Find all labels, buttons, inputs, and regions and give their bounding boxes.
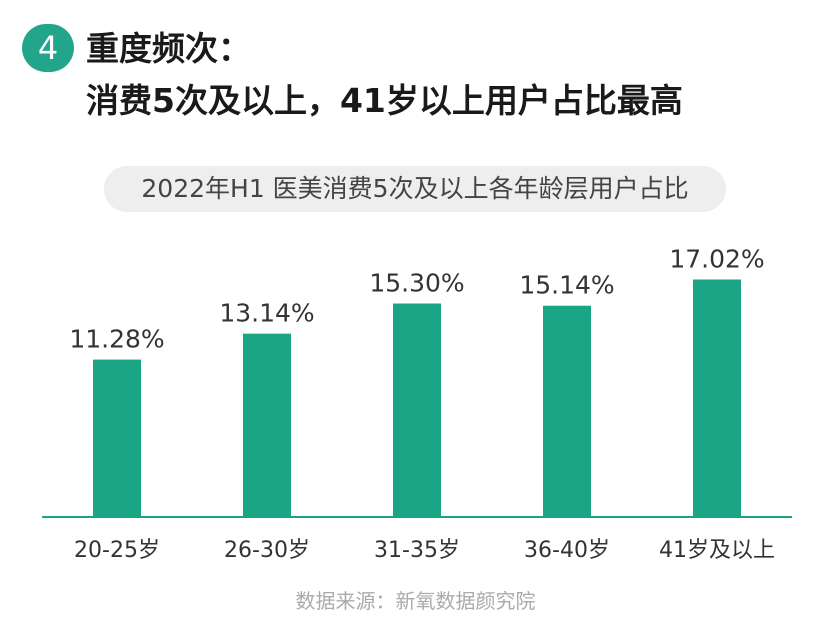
page-title-line-1: 重度频次：: [86, 29, 251, 68]
bar-1: [93, 359, 141, 517]
bar-value-label-4: 15.14%: [519, 271, 614, 300]
chart-subtitle: 2022年H1 医美消费5次及以上各年龄层用户占比: [104, 166, 726, 212]
bar-value-label-5: 17.02%: [669, 244, 764, 273]
x-tick-label-2: 26-30岁: [224, 538, 310, 563]
bar-3: [393, 303, 441, 517]
x-tick-label-4: 36-40岁: [524, 538, 610, 563]
bar-value-label-1: 11.28%: [69, 325, 164, 354]
x-tick-label-1: 20-25岁: [74, 538, 160, 563]
x-tick-label-3: 31-35岁: [374, 538, 460, 563]
page-title-line-2: 消费5次及以上，41岁以上用户占比最高: [86, 81, 683, 120]
bar-2: [243, 333, 291, 517]
data-source-note: 数据来源：新氧数据颜究院: [295, 589, 536, 613]
bar-5: [693, 279, 741, 517]
bar-value-label-2: 13.14%: [219, 299, 314, 328]
bar-value-label-3: 15.30%: [369, 268, 464, 297]
section-number-badge: 4: [22, 24, 74, 72]
bar-4: [543, 305, 591, 517]
x-tick-label-5: 41岁及以上: [659, 538, 775, 563]
